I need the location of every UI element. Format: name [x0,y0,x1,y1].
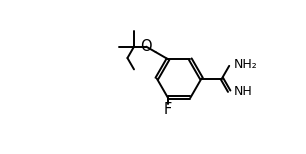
Text: NH₂: NH₂ [233,59,257,71]
Text: O: O [140,38,152,54]
Text: F: F [164,102,172,117]
Text: NH: NH [233,85,252,98]
